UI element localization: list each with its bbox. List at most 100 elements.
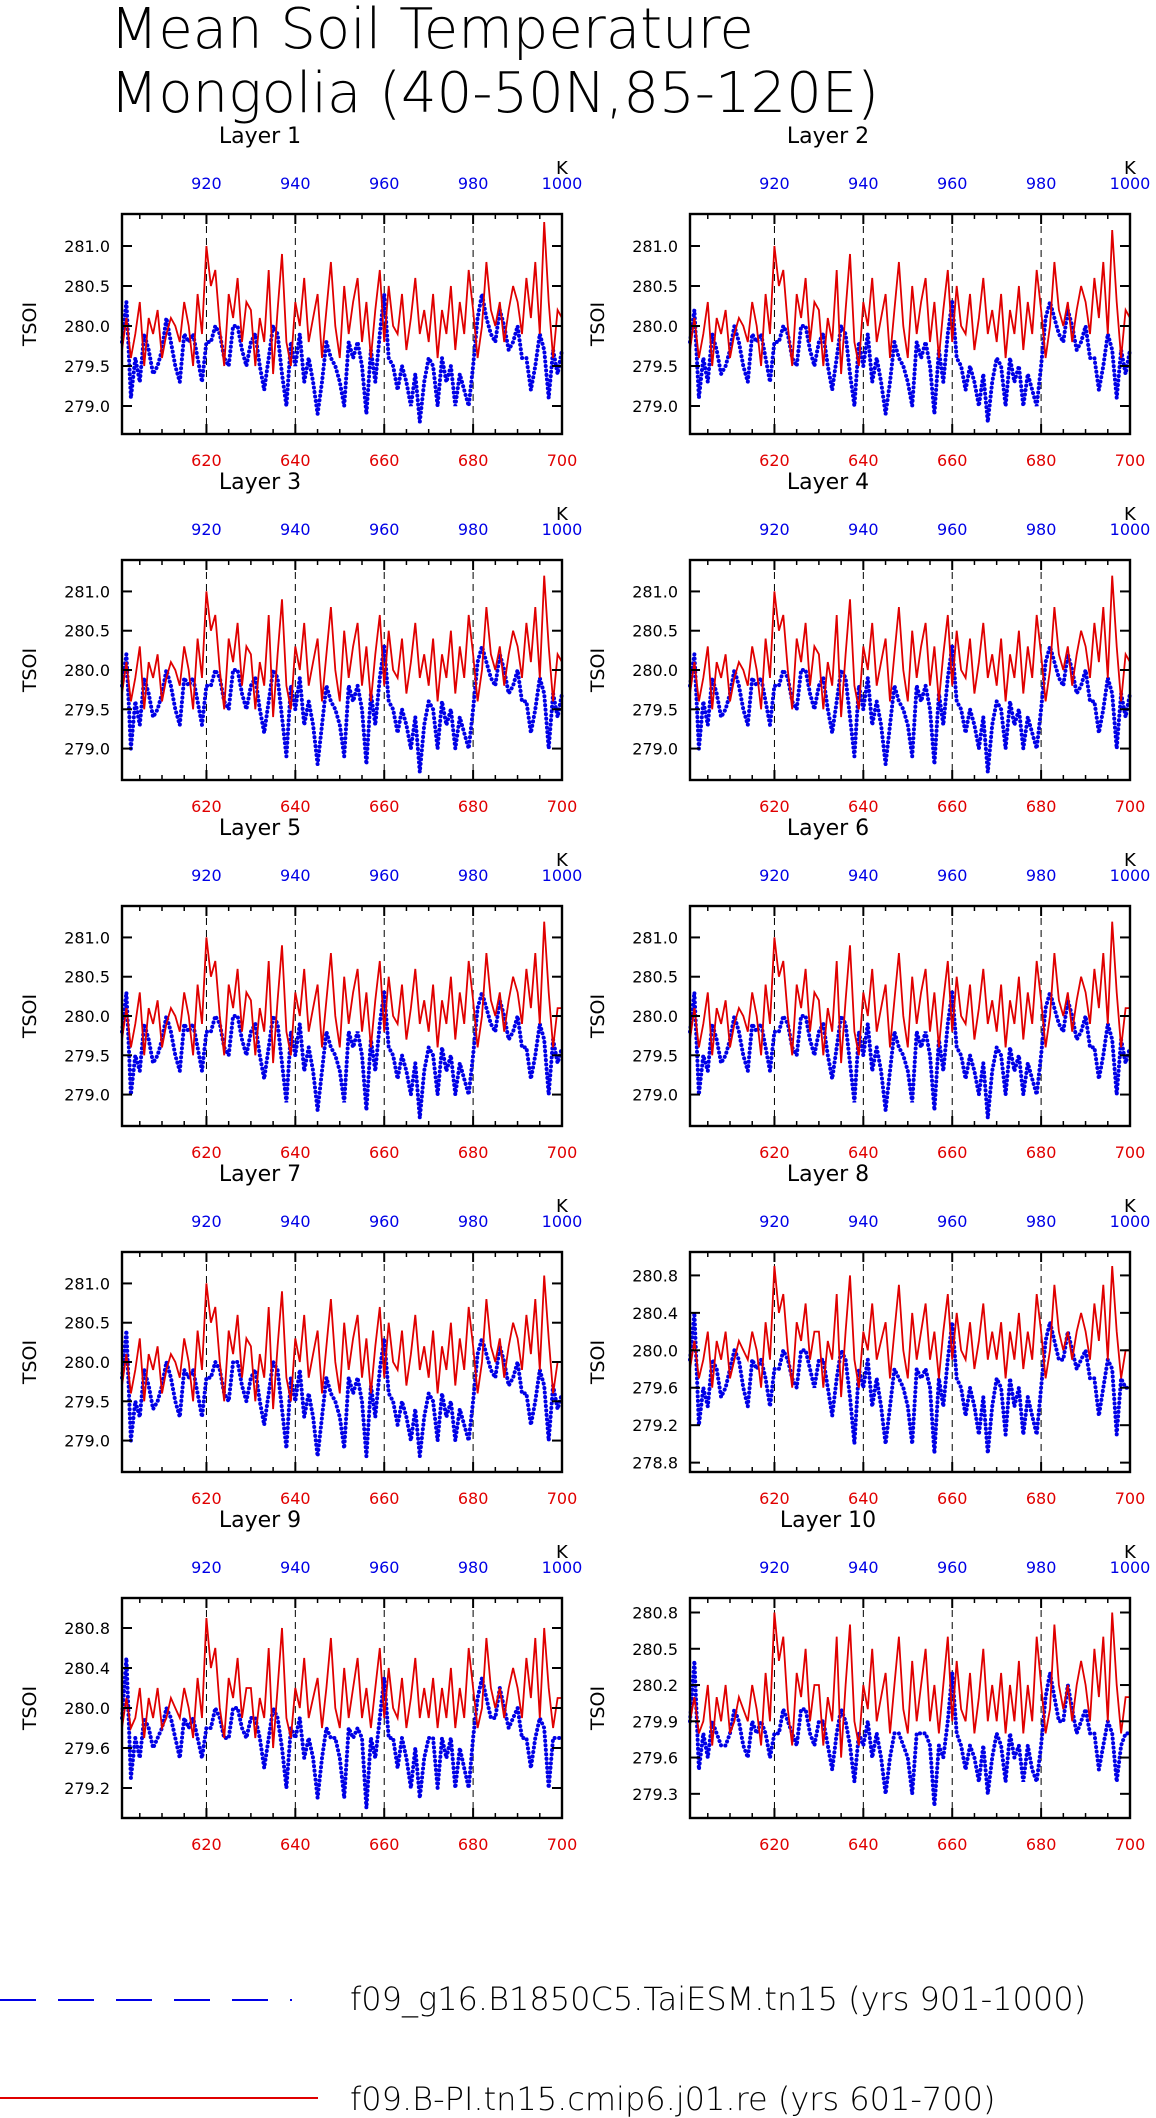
panel-layer-8: Layer 8 TSOI 278.8 279.2 279.6 280.0 280.4 280.… [587,1162,1150,1508]
y-axis-label: TSOI [19,1340,41,1385]
series-line-taiesm [120,638,564,773]
x-bottom-tick-label: 680 [1026,797,1057,816]
y-axis-label: TSOI [587,1340,609,1385]
y-tick-label: 280.8 [64,1619,110,1638]
series-line-cmip6 [689,1612,1130,1758]
panel-title: Layer 6 [787,816,869,841]
y-tick-label: 281.0 [632,928,678,947]
x-top-tick-label: 920 [191,174,222,193]
y-tick-label: 279.0 [64,740,110,759]
x-top-unit-label: K [556,1542,569,1563]
x-top-tick-label: 940 [848,1212,879,1231]
x-bottom-tick-label: 680 [1026,1489,1057,1508]
y-tick-label: 280.5 [64,1314,110,1333]
y-tick-label: 279.0 [632,740,678,759]
panel-title: Layer 9 [219,1508,301,1533]
y-tick-label: 279.5 [632,700,678,719]
y-tick-label: 280.5 [632,1640,678,1659]
panel-layer-3: Layer 3 TSOI 279.0 279.5 280.0 280.5 281.0 620 6… [19,470,582,816]
x-bottom-tick-label: 680 [1026,1835,1057,1854]
x-top-tick-label: 960 [937,866,968,885]
x-top-tick-label: 960 [937,520,968,539]
series-line-taiesm [120,293,564,423]
x-top-tick-label: 960 [369,1558,400,1577]
x-top-tick-label: 1000 [1110,174,1151,193]
y-tick-label: 280.2 [632,1676,678,1695]
x-top-unit-label: K [556,850,569,871]
series-line-taiesm [120,1330,564,1457]
y-axis-label: TSOI [587,648,609,693]
panel-layer-2: Layer 2 TSOI 279.0 279.5 280.0 280.5 281.0 620 6… [587,124,1150,470]
x-bottom-tick-label: 680 [458,797,489,816]
y-tick-label: 280.5 [632,277,678,296]
series-line-taiesm [688,294,1132,423]
panel-title: Layer 3 [219,470,301,495]
y-tick-label: 281.0 [632,582,678,601]
x-bottom-tick-label: 620 [191,1489,222,1508]
x-bottom-tick-label: 640 [848,451,879,470]
x-top-tick-label: 920 [759,1558,790,1577]
series-line-taiesm [120,984,564,1119]
x-bottom-tick-label: 660 [369,1489,400,1508]
x-bottom-tick-label: 640 [848,1835,879,1854]
x-top-tick-label: 940 [280,520,311,539]
panel-title: Layer 7 [219,1162,301,1187]
y-axis-label: TSOI [19,648,41,693]
x-bottom-tick-label: 620 [759,1489,790,1508]
x-bottom-tick-label: 660 [369,1143,400,1162]
x-top-tick-label: 920 [759,174,790,193]
y-tick-label: 280.0 [64,1007,110,1026]
y-axis-label: TSOI [587,994,609,1039]
y-tick-label: 279.0 [632,1086,678,1105]
x-top-tick-label: 980 [1026,1558,1057,1577]
legend: f09_g16.B1850C5.TaiESM.tn15 (yrs 901-100… [0,1980,1086,2118]
x-bottom-tick-label: 660 [937,797,968,816]
series-line-cmip6 [689,575,1131,718]
x-bottom-tick-label: 680 [458,1835,489,1854]
x-bottom-tick-label: 660 [937,451,968,470]
x-bottom-tick-label: 680 [1026,1143,1057,1162]
y-tick-label: 280.8 [632,1604,678,1623]
y-tick-label: 279.2 [64,1779,110,1798]
x-top-tick-label: 940 [280,174,311,193]
y-tick-label: 280.0 [632,1341,678,1360]
x-top-unit-label: K [1124,850,1137,871]
x-bottom-tick-label: 660 [937,1143,968,1162]
series-line-taiesm [688,1660,1132,1807]
x-top-tick-label: 980 [1026,520,1057,539]
x-bottom-tick-label: 620 [759,451,790,470]
x-bottom-tick-label: 700 [547,1489,578,1508]
y-tick-label: 279.3 [632,1785,678,1804]
x-top-tick-label: 1000 [542,174,583,193]
series-line-taiesm [688,638,1132,773]
x-top-tick-label: 960 [369,174,400,193]
panel-layer-1: Layer 1 TSOI 279.0 279.5 280.0 280.5 281.0 620 6… [19,124,582,470]
x-top-unit-label: K [1124,1542,1137,1563]
x-bottom-tick-label: 680 [458,1489,489,1508]
x-top-tick-label: 1000 [1110,866,1151,885]
x-top-tick-label: 920 [759,520,790,539]
x-top-tick-label: 980 [458,1212,489,1231]
x-bottom-tick-label: 640 [280,451,311,470]
y-tick-label: 279.0 [64,1432,110,1451]
x-bottom-tick-label: 660 [369,797,400,816]
y-tick-label: 280.0 [64,1353,110,1372]
x-bottom-tick-label: 620 [759,797,790,816]
x-bottom-tick-label: 700 [1115,451,1146,470]
x-bottom-tick-label: 700 [547,1143,578,1162]
figure-title-line1: Mean Soil Temperature [110,0,754,62]
y-tick-label: 278.8 [632,1454,678,1473]
legend-test-label: f09_g16.B1850C5.TaiESM.tn15 (yrs 901-100… [350,1980,1086,2018]
y-tick-label: 280.0 [632,661,678,680]
x-top-unit-label: K [1124,1196,1137,1217]
x-top-tick-label: 980 [458,174,489,193]
y-tick-label: 279.6 [632,1749,678,1768]
x-top-tick-label: 920 [759,866,790,885]
x-top-tick-label: 920 [191,866,222,885]
series-line-taiesm [688,1312,1132,1454]
y-tick-label: 280.5 [632,968,678,987]
x-bottom-tick-label: 680 [1026,451,1057,470]
panel-title: Layer 10 [780,1508,876,1533]
y-tick-label: 280.4 [632,1304,678,1323]
x-bottom-tick-label: 640 [848,797,879,816]
